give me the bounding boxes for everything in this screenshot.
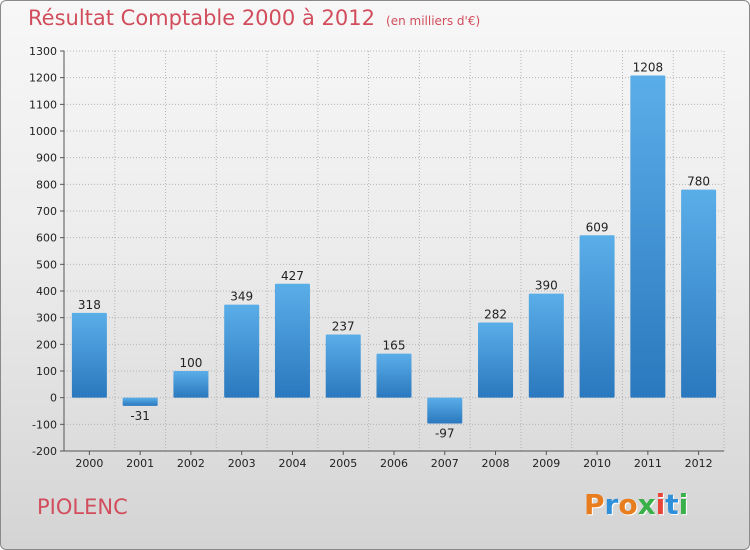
x-tick-label: 2000 xyxy=(75,457,103,470)
bar-2008 xyxy=(478,322,514,398)
y-tick-label: 400 xyxy=(36,285,57,298)
logo-letter: i xyxy=(678,488,689,521)
bar-2004 xyxy=(274,283,310,398)
x-tick-label: 2001 xyxy=(126,457,154,470)
x-tick-label: 2003 xyxy=(228,457,256,470)
y-tick-label: 1200 xyxy=(29,72,57,85)
data-label: 609 xyxy=(586,220,609,234)
y-tick-label: -200 xyxy=(32,445,57,458)
x-tick-label: 2012 xyxy=(685,457,713,470)
y-tick-label: 800 xyxy=(36,178,57,191)
y-tick-label: 700 xyxy=(36,205,57,218)
data-label: 780 xyxy=(687,175,710,189)
y-tick-label: 0 xyxy=(50,392,57,405)
x-tick-label: 2007 xyxy=(431,457,459,470)
bar-2009 xyxy=(528,293,564,398)
y-tick-label: -100 xyxy=(32,418,57,431)
data-labels: 318 -31 100 349 427 237 165 -97 282 390 609 1208 780 xyxy=(78,61,710,441)
unit-text: (en milliers d'€) xyxy=(386,14,481,28)
data-label: -31 xyxy=(130,409,150,423)
x-tick-label: 2005 xyxy=(329,457,357,470)
x-tick-label: 2008 xyxy=(482,457,510,470)
data-label: -97 xyxy=(435,427,455,441)
chart-title: Résultat Comptable 2000 à 2012 (en milli… xyxy=(28,6,480,30)
title-text: Résultat Comptable 2000 à 2012 xyxy=(28,6,375,30)
y-tick-label: 600 xyxy=(36,232,57,245)
data-label: 318 xyxy=(78,298,101,312)
logo-letter: x xyxy=(637,488,656,521)
x-tick-label: 2006 xyxy=(380,457,408,470)
data-label: 390 xyxy=(535,279,558,293)
logo-letter: i xyxy=(655,488,666,521)
data-label: 282 xyxy=(484,307,507,321)
data-label: 237 xyxy=(332,319,355,333)
y-tick-label: 1300 xyxy=(29,45,57,58)
bar-2003 xyxy=(224,304,260,398)
y-tick-label: 100 xyxy=(36,365,57,378)
y-tick-label: 500 xyxy=(36,258,57,271)
bar-2012 xyxy=(681,189,717,398)
bar-2002 xyxy=(173,371,209,398)
x-tick-label: 2004 xyxy=(278,457,306,470)
bar-2006 xyxy=(376,353,412,398)
bar-2007 xyxy=(427,397,463,424)
data-label: 1208 xyxy=(633,61,664,75)
data-label: 427 xyxy=(281,269,304,283)
bar-2005 xyxy=(325,334,361,398)
y-tick-label: 300 xyxy=(36,312,57,325)
commune-name: PIOLENC xyxy=(37,495,128,519)
y-tick-label: 200 xyxy=(36,338,57,351)
logo-letter: t xyxy=(665,488,679,521)
y-tick-label: 1100 xyxy=(29,98,57,111)
data-label: 165 xyxy=(383,339,406,353)
bar-2000 xyxy=(71,312,107,398)
x-tick-label: 2010 xyxy=(583,457,611,470)
logo-letter: P xyxy=(584,488,605,521)
data-label: 100 xyxy=(179,356,202,370)
y-tick-label: 900 xyxy=(36,152,57,165)
axes: -200 -100 0 100 200 300 400 500 600 700 800 900 1000… xyxy=(29,45,724,470)
x-tick-label: 2009 xyxy=(532,457,560,470)
y-tick-label: 1000 xyxy=(29,125,57,138)
proxiti-logo[interactable]: Proxiti xyxy=(584,488,688,521)
bar-2001 xyxy=(122,397,158,406)
bar-2011 xyxy=(630,75,666,398)
x-tick-label: 2011 xyxy=(634,457,662,470)
data-label: 349 xyxy=(230,290,253,304)
logo-letter: r xyxy=(604,488,619,521)
bars xyxy=(71,75,717,424)
x-tick-label: 2002 xyxy=(177,457,205,470)
bar-2010 xyxy=(579,235,615,398)
logo-letter: o xyxy=(618,488,638,521)
